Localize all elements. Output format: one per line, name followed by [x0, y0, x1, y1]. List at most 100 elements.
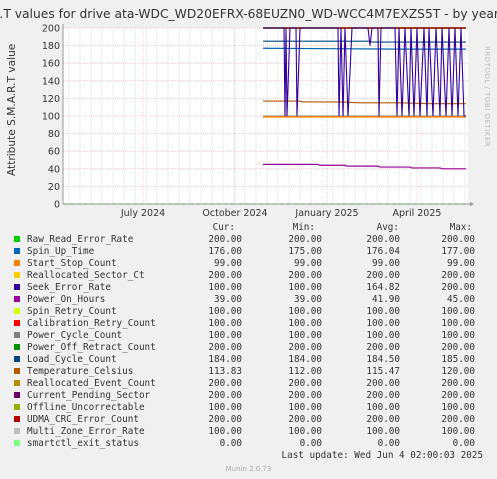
legend-series-name: Load_Cycle_Count — [27, 354, 117, 365]
legend-row: Current_Pending_Sector 200.00 200.00 200.00… — [0, 390, 497, 402]
legend-min: 200.00 — [288, 342, 322, 353]
legend-min: 100.00 — [288, 318, 322, 329]
legend-row: Temperature_Celsius 113.83 112.00 115.47 120… — [0, 366, 497, 378]
last-update: Last update: Wed Jun 4 02:00:03 2025 — [281, 450, 484, 461]
plot-area: 0 20 40 60 80 100 120 140 160 180 200 July 2024 Octo… — [42, 24, 474, 219]
legend-avg: 164.82 — [366, 282, 400, 293]
legend-avg: 176.04 — [366, 246, 400, 257]
legend-min: 200.00 — [288, 378, 322, 389]
legend-min: 200.00 — [288, 234, 322, 245]
legend-swatch — [14, 236, 20, 242]
legend-cur: 99.00 — [214, 258, 242, 269]
legend-cur: 39.00 — [214, 294, 242, 305]
legend-avg: 41.90 — [372, 294, 400, 305]
legend-avg: 100.00 — [366, 306, 400, 317]
legend-max: 120.00 — [441, 366, 475, 377]
y-tick-label: 40 — [48, 164, 60, 175]
legend-swatch — [14, 260, 20, 266]
series-temperature-celsius — [263, 100, 466, 105]
legend-min: 99.00 — [294, 258, 322, 269]
legend-max: 200.00 — [441, 378, 475, 389]
legend-header-cur: Cur: — [212, 222, 235, 233]
legend-max: 200.00 — [441, 270, 475, 281]
legend-series-name: Temperature_Celsius — [27, 366, 134, 377]
legend-row: UDMA_CRC_Error_Count 200.00 200.00 200.00 20… — [0, 414, 497, 426]
legend-row: Power_Off_Retract_Count 200.00 200.00 200.0… — [0, 342, 497, 354]
legend-swatch — [14, 284, 20, 290]
x-tick-label: October 2024 — [202, 208, 267, 219]
legend-max: 100.00 — [441, 318, 475, 329]
legend-series-name: Offline_Uncorrectable — [27, 402, 145, 413]
y-tick-label: 200 — [42, 24, 60, 35]
legend-cur: 100.00 — [208, 282, 242, 293]
legend-series-name: Spin_Up_Time — [27, 246, 95, 257]
legend-min: 100.00 — [288, 282, 322, 293]
legend-swatch — [14, 440, 20, 446]
legend-min: 100.00 — [288, 306, 322, 317]
y-tick-label: 180 — [42, 41, 60, 52]
legend-swatch — [14, 368, 20, 374]
legend-min: 100.00 — [288, 426, 322, 437]
legend-header-max: Max: — [449, 222, 472, 233]
legend-avg: 200.00 — [366, 342, 400, 353]
legend-min: 100.00 — [288, 330, 322, 341]
series-power-on-hours — [263, 163, 466, 170]
y-tick-label: 80 — [48, 129, 60, 140]
legend-avg: 99.00 — [372, 258, 400, 269]
legend-row: Start_Stop_Count 99.00 99.00 99.00 99.00 — [0, 258, 497, 270]
legend-series-name: Spin_Retry_Count — [27, 306, 117, 317]
legend-max: 0.00 — [452, 438, 475, 449]
legend-cur: 113.83 — [208, 366, 242, 377]
legend-max: 100.00 — [441, 330, 475, 341]
legend-row: Raw_Read_Error_Rate 200.00 200.00 200.00 200… — [0, 234, 497, 246]
legend-max: 200.00 — [441, 342, 475, 353]
legend-series-name: Calibration_Retry_Count — [27, 318, 156, 329]
chart-title: S.M.A.R.T values for drive ata-WDC_WD20E… — [0, 7, 497, 21]
y-tick-label: 120 — [42, 94, 60, 105]
legend-cur: 200.00 — [208, 342, 242, 353]
legend-swatch — [14, 320, 20, 326]
legend-max: 185.00 — [441, 354, 475, 365]
legend-cur: 200.00 — [208, 270, 242, 281]
y-tick-label: 60 — [48, 147, 60, 158]
legend-swatch — [14, 308, 20, 314]
legend-cur: 100.00 — [208, 426, 242, 437]
legend-swatch — [14, 416, 20, 422]
legend-max: 200.00 — [441, 234, 475, 245]
x-tick-label: July 2024 — [120, 208, 165, 219]
legend-cur: 176.00 — [208, 246, 242, 257]
legend-max: 200.00 — [441, 390, 475, 401]
legend-swatch — [14, 404, 20, 410]
legend-series-name: Multi_Zone_Error_Rate — [27, 426, 145, 437]
legend-series-name: Power_Cycle_Count — [27, 330, 123, 341]
legend-series-name: Seek_Error_Rate — [27, 282, 111, 293]
legend-avg: 200.00 — [366, 270, 400, 281]
legend-cur: 100.00 — [208, 318, 242, 329]
legend-swatch — [14, 332, 20, 338]
legend-avg: 100.00 — [366, 402, 400, 413]
legend-row: Power_Cycle_Count 100.00 100.00 100.00 100.0… — [0, 330, 497, 342]
legend-row: Offline_Uncorrectable 100.00 100.00 100.00 1… — [0, 402, 497, 414]
y-tick-label: 100 — [42, 112, 60, 123]
legend-row: smartctl_exit_status 0.00 0.00 0.00 0.00 — [0, 438, 497, 450]
y-tick-label: 0 — [54, 200, 60, 211]
legend-swatch — [14, 296, 20, 302]
legend-row: Calibration_Retry_Count 100.00 100.00 100.0… — [0, 318, 497, 330]
legend-series-name: Current_Pending_Sector — [27, 390, 151, 401]
legend-min: 175.00 — [288, 246, 322, 257]
legend-cur: 184.00 — [208, 354, 242, 365]
series-seek-error-rate — [263, 27, 466, 117]
legend-row: Multi_Zone_Error_Rate 100.00 100.00 100.00 1… — [0, 426, 497, 438]
legend-swatch — [14, 272, 20, 278]
legend-row: Seek_Error_Rate 100.00 100.00 164.82 200.00 — [0, 282, 497, 294]
legend-series-name: Start_Stop_Count — [27, 258, 117, 269]
x-tick-label: January 2025 — [294, 208, 358, 219]
legend-min: 112.00 — [288, 366, 322, 377]
legend-row: Reallocated_Event_Count 200.00 200.00 200.0… — [0, 378, 497, 390]
legend-series-name: UDMA_CRC_Error_Count — [27, 414, 139, 425]
legend-avg: 200.00 — [366, 390, 400, 401]
x-tick-label: April 2025 — [393, 208, 442, 219]
legend-row: Spin_Up_Time 176.00 175.00 176.04 177.00 — [0, 246, 497, 258]
legend-max: 200.00 — [441, 282, 475, 293]
legend-max: 177.00 — [441, 246, 475, 257]
